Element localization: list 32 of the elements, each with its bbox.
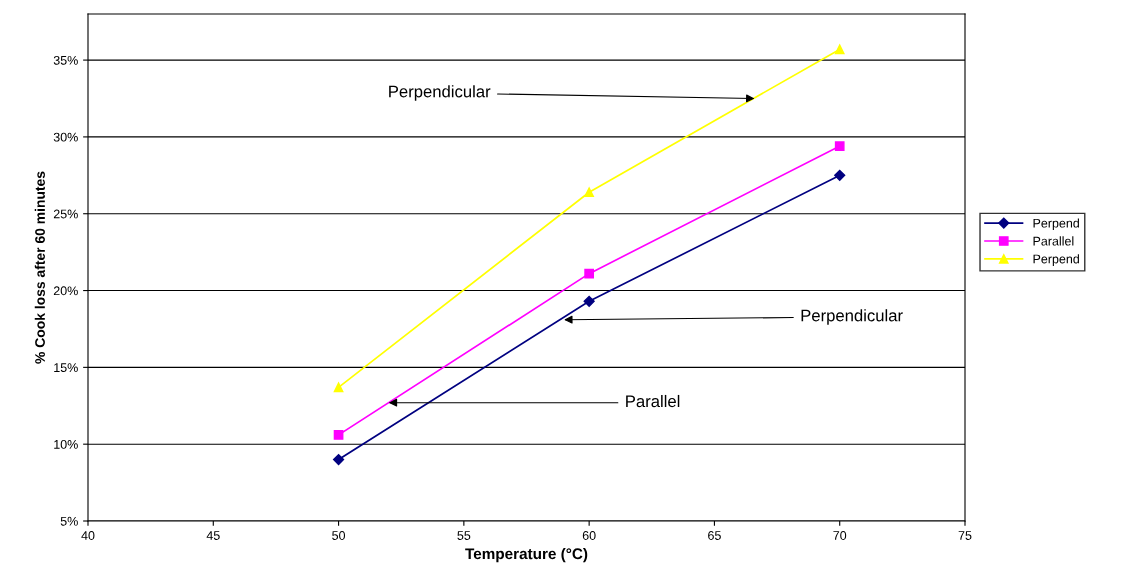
y-tick-label: 30% (53, 132, 78, 142)
x-tick-label: 70 (833, 531, 847, 540)
x-tick-label: 50 (332, 531, 346, 540)
point (333, 430, 344, 440)
x-tick-label: 65 (708, 531, 721, 540)
point (584, 268, 595, 279)
x-axis-title: Temperature (°C) (465, 547, 588, 563)
legend-label: Perpend (1033, 218, 1079, 231)
point (834, 44, 845, 55)
point (834, 141, 845, 151)
point (583, 295, 595, 307)
annotation: Perpendicular (389, 85, 491, 101)
legend-label: Perpend (1033, 254, 1079, 266)
y-tick-label: 35% (53, 55, 78, 65)
legend-label: Parallel (1033, 236, 1074, 246)
point (332, 453, 345, 466)
x-tick-label: 40 (81, 531, 95, 540)
annotation: Perpendicular (801, 309, 903, 325)
x-tick-label: 75 (958, 531, 972, 540)
y-tick-label: 10% (54, 439, 78, 449)
y-tick-label: 5% (60, 516, 78, 526)
y-axis-title: % Cook loss after 60 minutes (34, 171, 45, 364)
x-tick-label: 45 (206, 531, 220, 540)
point (584, 187, 595, 198)
y-tick-label: 20% (53, 286, 78, 296)
point (834, 169, 846, 181)
point (333, 382, 344, 393)
y-tick-label: 15% (54, 363, 78, 373)
annotation: Parallel (626, 394, 680, 408)
y-tick-label: 25% (53, 209, 78, 219)
x-tick-label: 55 (457, 531, 471, 540)
x-tick-label: 60 (582, 531, 596, 540)
